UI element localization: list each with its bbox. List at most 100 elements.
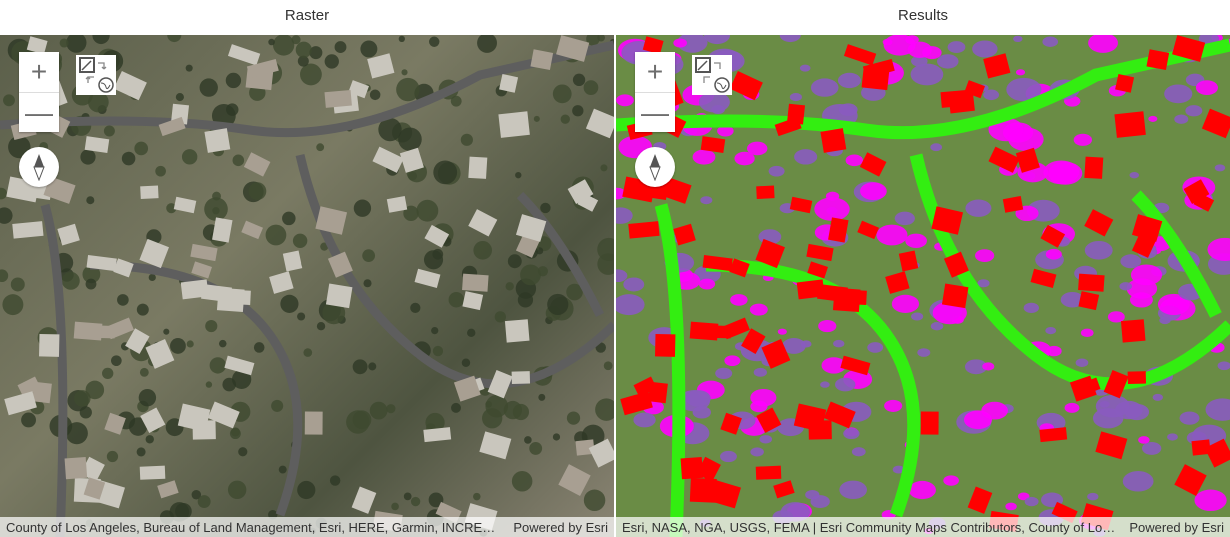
- tree-canopy: [232, 154, 245, 167]
- class-patch: [1148, 115, 1158, 122]
- tree-canopy: [403, 492, 412, 501]
- building-class: [741, 328, 766, 354]
- class-patch: [892, 465, 905, 474]
- rooftop: [105, 317, 134, 340]
- rooftop: [325, 283, 353, 309]
- tree-canopy: [503, 400, 523, 420]
- building-class: [983, 53, 1011, 79]
- building-class: [642, 36, 664, 55]
- tree-canopy: [280, 294, 299, 313]
- tree-canopy: [360, 40, 378, 58]
- swap-layers-button[interactable]: [76, 55, 116, 95]
- class-patch: [851, 447, 866, 457]
- zoom-control: + —: [635, 52, 675, 132]
- building-class: [1191, 439, 1211, 456]
- tree-canopy: [297, 55, 309, 67]
- tree-canopy: [396, 77, 420, 102]
- building-class: [1030, 268, 1057, 288]
- tree-canopy: [102, 367, 114, 380]
- tree-canopy: [106, 450, 119, 463]
- class-patch: [964, 359, 988, 375]
- tree-canopy: [451, 402, 461, 413]
- swap-layers-button[interactable]: [692, 55, 732, 95]
- tree-canopy: [515, 171, 522, 179]
- rooftop: [367, 53, 395, 79]
- rooftop: [468, 209, 498, 237]
- right-view-title: Results: [897, 7, 949, 24]
- attribution-text[interactable]: Esri, NASA, NGA, USGS, FEMA | Esri Commu…: [622, 519, 1116, 535]
- class-patch: [1084, 240, 1113, 260]
- building-class: [820, 128, 847, 153]
- rooftop: [113, 71, 147, 101]
- class-patch: [1017, 492, 1030, 501]
- rooftop: [139, 238, 169, 269]
- tree-canopy: [316, 143, 325, 152]
- class-patch: [1138, 436, 1150, 444]
- tree-canopy: [291, 35, 301, 45]
- building-class: [680, 456, 704, 480]
- road-class: [654, 203, 686, 537]
- class-patch: [1152, 393, 1164, 401]
- zoom-in-button[interactable]: +: [646, 56, 664, 87]
- tree-canopy: [583, 80, 599, 95]
- rooftop: [468, 156, 488, 179]
- attribution-text[interactable]: County of Los Angeles, Bureau of Land Ma…: [6, 519, 499, 535]
- rooftop: [26, 36, 48, 55]
- class-patch: [616, 269, 628, 283]
- class-patch: [1167, 433, 1178, 441]
- tree-canopy: [166, 203, 177, 214]
- attribution-bar: County of Los Angeles, Bureau of Land Ma…: [0, 517, 614, 537]
- class-patch: [753, 367, 767, 377]
- road: [0, 40, 614, 138]
- building-class: [1039, 427, 1068, 443]
- zoom-out-button[interactable]: —: [635, 92, 675, 132]
- building-class: [773, 480, 795, 499]
- tree-canopy: [552, 433, 561, 441]
- raster-imagery: [0, 35, 614, 537]
- tree-canopy: [322, 301, 346, 325]
- class-patch: [820, 381, 830, 388]
- zoom-control: + —: [19, 52, 59, 132]
- tree-canopy: [485, 400, 492, 408]
- tree-canopy: [369, 89, 381, 101]
- tree-canopy: [461, 358, 471, 367]
- tree-canopy: [416, 199, 439, 222]
- tree-canopy: [163, 328, 170, 335]
- powered-by-esri[interactable]: Powered by Esri: [513, 519, 608, 535]
- zoom-out-button[interactable]: —: [19, 92, 59, 132]
- class-patch: [673, 38, 687, 48]
- class-patch: [1013, 35, 1023, 43]
- results-map-view[interactable]: + — Esri, NASA, NGA, USGS, FEMA | Esri C…: [616, 35, 1230, 537]
- class-patch: [1119, 282, 1133, 291]
- tree-canopy: [248, 182, 267, 201]
- building-class: [729, 71, 763, 101]
- zoom-in-button[interactable]: +: [30, 56, 48, 87]
- class-patch: [867, 342, 884, 353]
- class-patch: [1129, 171, 1140, 179]
- rooftop: [17, 376, 41, 398]
- raster-map-view[interactable]: + — County of Los Angeles, Bureau of Lan…: [0, 35, 614, 537]
- tree-canopy: [410, 496, 421, 507]
- compass-button[interactable]: [635, 147, 675, 187]
- rooftop: [227, 44, 261, 66]
- rooftop: [575, 439, 595, 456]
- tree-canopy: [225, 72, 242, 89]
- tree-canopy: [0, 269, 9, 283]
- building-class: [843, 44, 877, 66]
- class-patch: [894, 211, 915, 226]
- rooftop: [423, 427, 452, 443]
- powered-by-esri[interactable]: Powered by Esri: [1129, 519, 1224, 535]
- class-patch: [1073, 133, 1093, 146]
- rooftop: [125, 328, 150, 354]
- tree-canopy: [566, 283, 583, 301]
- rooftop: [158, 116, 186, 137]
- building-class: [774, 116, 802, 137]
- tree-canopy: [134, 141, 149, 156]
- building-class: [1131, 214, 1163, 242]
- tree-canopy: [303, 348, 313, 357]
- class-patch: [698, 91, 730, 113]
- tree-canopy: [450, 95, 462, 107]
- compass-button[interactable]: [19, 147, 59, 187]
- class-patch: [1075, 358, 1089, 367]
- left-view-title: Raster: [284, 7, 330, 24]
